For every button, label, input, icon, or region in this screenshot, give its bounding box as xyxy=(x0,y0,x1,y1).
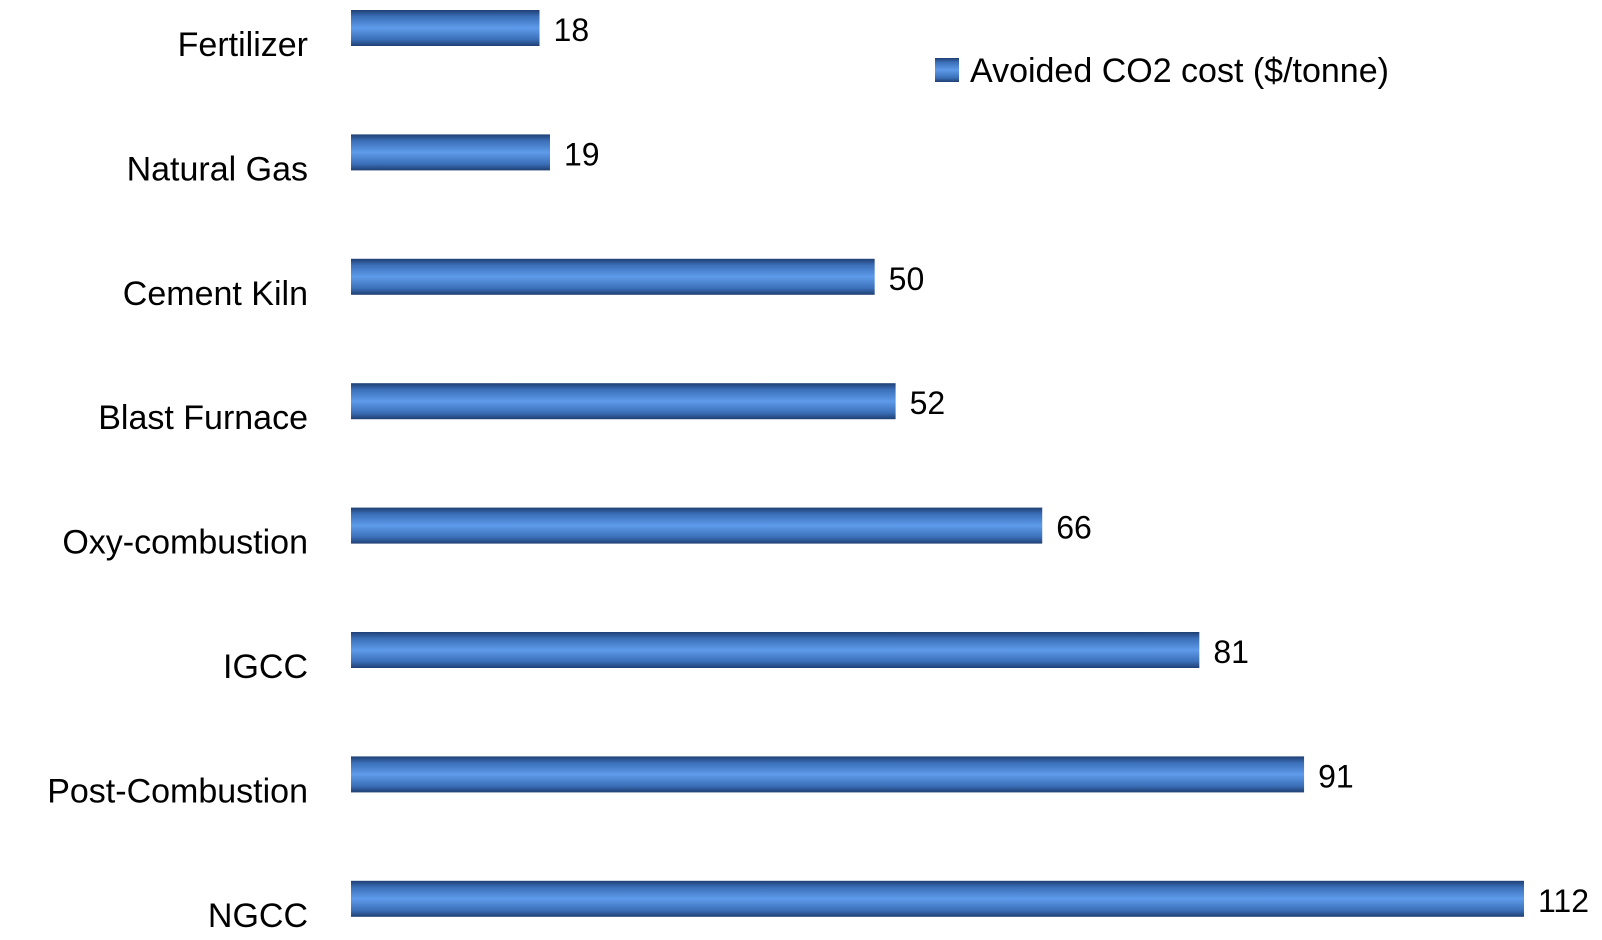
legend-swatch xyxy=(935,58,959,82)
data-label: 50 xyxy=(889,261,925,297)
bar-ngcc xyxy=(351,880,1524,917)
data-label: 66 xyxy=(1056,510,1092,546)
category-labels: Fertilizer Natural Gas Cement Kiln Blast Fu… xyxy=(47,26,308,935)
bar-fertilizer xyxy=(351,10,540,46)
bar-blast-furnace xyxy=(351,383,896,420)
bar-natural-gas xyxy=(351,134,550,171)
value-labels: 18 19 50 52 66 81 91 112 xyxy=(554,12,1589,919)
category-label: Natural Gas xyxy=(127,150,308,188)
category-label: IGCC xyxy=(223,648,308,686)
category-label: Fertilizer xyxy=(178,26,308,64)
data-label: 81 xyxy=(1213,634,1249,670)
category-label: Blast Furnace xyxy=(98,399,308,437)
data-label: 52 xyxy=(910,385,946,421)
bars-group xyxy=(351,10,1524,917)
legend: Avoided CO2 cost ($/tonne) xyxy=(935,52,1389,90)
data-label: 19 xyxy=(564,136,600,172)
category-label: NGCC xyxy=(208,897,308,935)
bar-cement-kiln xyxy=(351,258,875,295)
category-label: Oxy-combustion xyxy=(62,524,308,562)
data-label: 112 xyxy=(1538,883,1589,919)
bar-post-combustion xyxy=(351,756,1305,793)
data-label: 91 xyxy=(1318,758,1354,794)
data-label: 18 xyxy=(554,12,590,48)
legend-label: Avoided CO2 cost ($/tonne) xyxy=(970,52,1389,90)
category-label: Cement Kiln xyxy=(123,275,308,313)
bar-igcc xyxy=(351,632,1200,668)
category-label: Post-Combustion xyxy=(47,772,308,810)
bar-oxy-combustion xyxy=(351,507,1043,544)
